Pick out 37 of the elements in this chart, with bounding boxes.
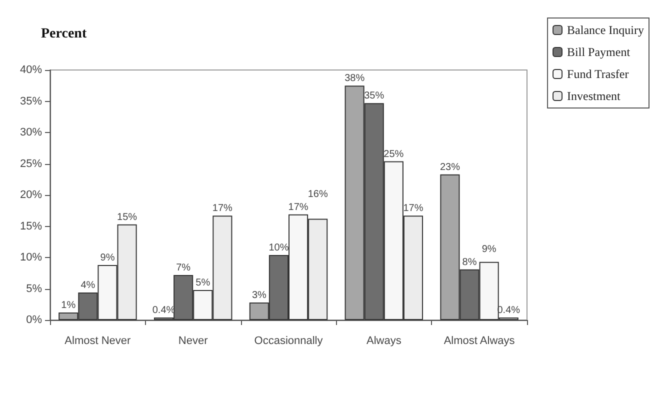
- x-tick-label: Almost Never: [64, 335, 132, 347]
- data-label: 1%: [61, 300, 76, 311]
- data-label: 25%: [384, 148, 404, 160]
- data-label: 8%: [462, 256, 477, 268]
- y-tick-label: 5%: [26, 282, 42, 295]
- legend-label: Investment: [567, 89, 622, 103]
- y-tick-label: 20%: [20, 189, 42, 201]
- data-label: 17%: [288, 202, 308, 213]
- legend-label: Balance Inquiry: [567, 23, 644, 37]
- y-tick-label: 40%: [20, 64, 42, 76]
- data-label: 35%: [364, 90, 384, 102]
- data-label: 9%: [100, 252, 115, 264]
- data-label: 15%: [117, 212, 138, 223]
- x-tick-label: Almost Always: [444, 335, 516, 347]
- data-label: 17%: [212, 203, 233, 214]
- data-label: 23%: [440, 162, 460, 173]
- legend-label: Fund Trasfer: [567, 67, 629, 81]
- data-label: 4%: [80, 280, 96, 291]
- y-tick-label: 0%: [26, 314, 42, 326]
- x-tick-label: Always: [366, 335, 402, 347]
- y-tick-label: 25%: [20, 158, 42, 170]
- chart-title: Percent: [41, 26, 87, 42]
- data-label: 38%: [344, 73, 365, 84]
- data-label: 16%: [308, 188, 328, 200]
- x-tick-label: Never: [178, 335, 208, 347]
- data-label: 17%: [403, 203, 424, 214]
- data-label: 5%: [196, 278, 210, 288]
- y-tick-label: 15%: [20, 220, 42, 232]
- y-tick-label: 35%: [20, 95, 42, 108]
- x-tick-label: Occasionnally: [254, 335, 324, 347]
- y-tick-label: 30%: [20, 126, 42, 138]
- data-label: 9%: [482, 244, 496, 255]
- data-label: 7%: [176, 262, 191, 274]
- data-label: 3%: [252, 290, 266, 301]
- y-tick-label: 10%: [20, 252, 42, 264]
- legend-label: Bill Payment: [567, 45, 631, 59]
- data-label: 10%: [268, 242, 289, 254]
